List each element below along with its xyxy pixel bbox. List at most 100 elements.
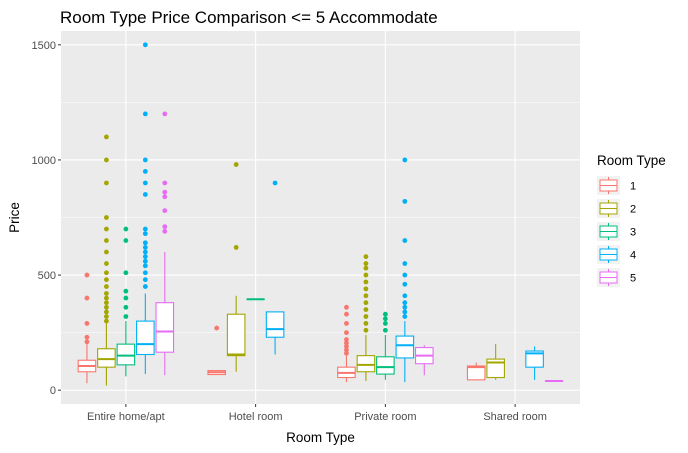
outlier-point xyxy=(104,134,109,140)
legend-label-4: 4 xyxy=(630,250,636,262)
box xyxy=(466,365,486,381)
box-series-4 xyxy=(525,346,544,380)
outlier-point xyxy=(363,261,369,266)
outlier-point xyxy=(382,321,388,326)
outlier-point xyxy=(104,309,109,315)
box xyxy=(356,355,376,373)
outlier-point xyxy=(142,249,148,255)
outlier-point xyxy=(123,304,129,310)
box xyxy=(155,302,175,353)
x-tick-label: Entire home/apt xyxy=(87,411,165,423)
outlier-point xyxy=(104,238,109,243)
outlier-point xyxy=(84,334,90,340)
outlier-point xyxy=(104,277,109,283)
outlier-point xyxy=(142,270,148,276)
outlier-point xyxy=(104,226,109,232)
outlier-point xyxy=(363,321,369,326)
outlier-point xyxy=(142,157,148,163)
outlier-point xyxy=(142,180,148,186)
outlier-point xyxy=(382,316,388,322)
outlier-point xyxy=(104,270,109,276)
outlier-point xyxy=(162,189,168,195)
outlier-point xyxy=(402,198,408,204)
outlier-point xyxy=(142,231,148,237)
box-series-5 xyxy=(414,345,434,376)
outlier-point xyxy=(382,311,388,317)
outlier-point xyxy=(363,265,369,271)
outlier-point xyxy=(162,224,168,230)
outlier-point xyxy=(104,318,109,324)
outlier-point xyxy=(84,295,90,301)
outlier-point xyxy=(104,291,109,296)
outlier-point xyxy=(104,180,109,186)
outlier-point xyxy=(363,254,369,260)
box xyxy=(486,358,505,379)
box-series-4 xyxy=(395,157,415,383)
outlier-point xyxy=(363,327,369,333)
y-tick-label: 0 xyxy=(50,385,56,397)
box xyxy=(265,311,285,338)
outlier-point xyxy=(142,169,148,174)
outlier-point xyxy=(142,42,148,48)
y-axis-title: Price xyxy=(7,202,22,233)
outlier-point xyxy=(344,344,349,349)
outlier-point xyxy=(344,340,349,346)
box-series-2 xyxy=(97,134,116,386)
box-series-2 xyxy=(226,162,246,372)
outlier-point xyxy=(162,208,168,213)
outlier-point xyxy=(142,226,148,232)
box-series-1 xyxy=(466,362,486,381)
outlier-point xyxy=(363,286,369,292)
legend-label-5: 5 xyxy=(630,273,636,285)
box-series-4 xyxy=(265,180,285,355)
outlier-point xyxy=(84,339,90,345)
chart-title: Room Type Price Comparison <= 5 Accommod… xyxy=(60,8,438,27)
outlier-point xyxy=(142,277,148,283)
outlier-point xyxy=(344,337,349,342)
outlier-point xyxy=(402,281,408,287)
legend-label-1: 1 xyxy=(630,181,636,193)
box-series-2 xyxy=(486,344,505,380)
outlier-point xyxy=(142,111,148,117)
plot-marks xyxy=(77,42,564,386)
outlier-point xyxy=(162,111,168,117)
legend-label-2: 2 xyxy=(630,204,636,216)
axes: 0 500 1000 1500 Entire home/apt Hotel room Pri… xyxy=(32,40,547,423)
outlier-point xyxy=(162,180,168,186)
outlier-point xyxy=(142,245,148,250)
outlier-point xyxy=(162,194,168,200)
outlier-point xyxy=(344,350,349,356)
outlier-point xyxy=(363,279,369,285)
x-tick-label: Shared room xyxy=(483,411,547,423)
outlier-point xyxy=(344,330,349,336)
x-axis-title: Room Type xyxy=(286,430,355,445)
y-tick-label: 1500 xyxy=(32,40,56,52)
outlier-point xyxy=(142,263,148,269)
outlier-point xyxy=(402,261,408,266)
box xyxy=(376,356,395,375)
outlier-point xyxy=(142,254,148,260)
box-series-1 xyxy=(77,272,97,384)
outlier-point xyxy=(142,284,148,289)
outlier-point xyxy=(142,192,148,197)
box xyxy=(525,350,544,368)
outlier-point xyxy=(104,304,109,310)
box-series-4 xyxy=(136,42,155,375)
outlier-point xyxy=(402,309,408,315)
outlier-point xyxy=(344,311,349,317)
legend: 1 2 3 4 5 xyxy=(597,176,636,287)
box xyxy=(116,343,136,366)
outlier-point xyxy=(402,314,408,319)
box-series-3 xyxy=(376,311,395,380)
box-series-2 xyxy=(356,254,376,381)
outlier-point xyxy=(123,226,129,232)
box xyxy=(226,313,246,357)
outlier-point xyxy=(104,215,109,220)
box xyxy=(97,348,116,368)
box-series-1 xyxy=(337,304,356,383)
outlier-point xyxy=(142,240,148,246)
outlier-point xyxy=(233,245,239,250)
x-tick-label: Private room xyxy=(354,411,416,423)
outlier-point xyxy=(344,304,349,310)
